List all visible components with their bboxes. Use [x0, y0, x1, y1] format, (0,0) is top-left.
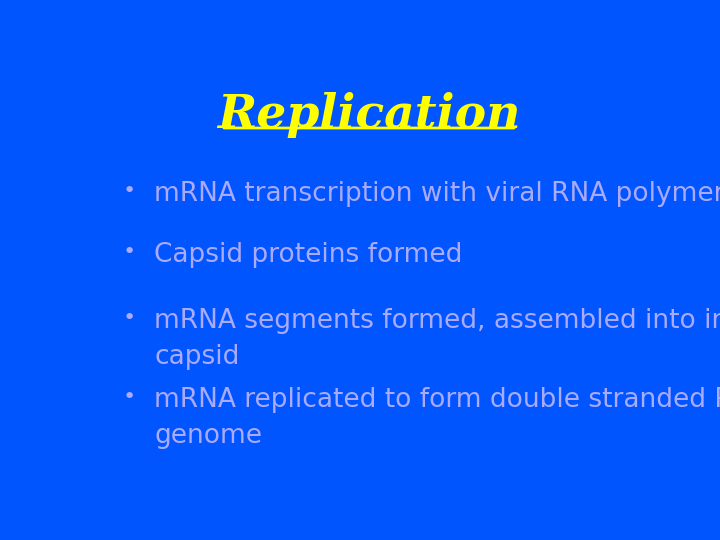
Text: mRNA replicated to form double stranded RNA
genome: mRNA replicated to form double stranded … [154, 387, 720, 449]
Text: •: • [122, 241, 135, 261]
Text: mRNA transcription with viral RNA polymerase: mRNA transcription with viral RNA polyme… [154, 181, 720, 207]
Text: mRNA segments formed, assembled into immature
capsid: mRNA segments formed, assembled into imm… [154, 308, 720, 370]
Text: Replication: Replication [217, 92, 521, 138]
Text: •: • [122, 387, 135, 407]
Text: Capsid proteins formed: Capsid proteins formed [154, 241, 462, 267]
Text: •: • [122, 181, 135, 201]
Text: •: • [122, 308, 135, 328]
